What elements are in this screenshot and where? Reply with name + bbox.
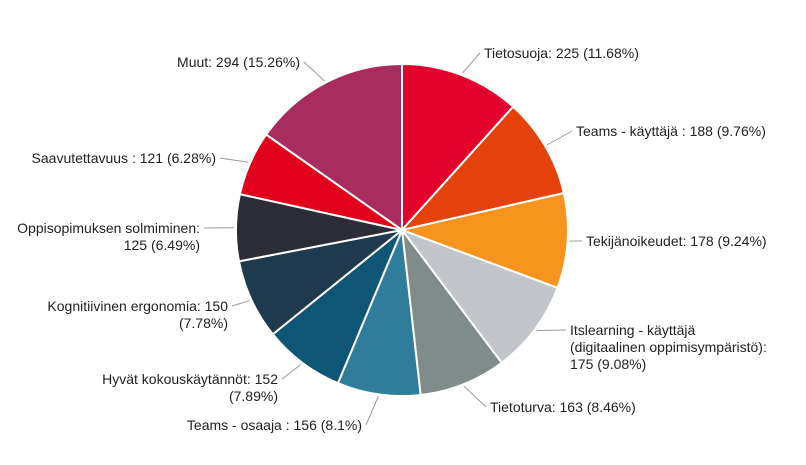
pie-slice xyxy=(399,105,566,232)
pie-slice xyxy=(264,62,403,232)
slice-labels: Tietosuoja: 225 (11.68%) Teams - käyttäjä… xyxy=(17,45,767,433)
leader-line xyxy=(461,52,481,74)
slice-label: Tekijänoikeudet: 178 (9.24%) xyxy=(586,233,767,249)
leader-line xyxy=(231,300,250,307)
slice-label: Saavutettavuus : 121 (6.28%) xyxy=(32,150,216,166)
slice-label: Muut: 294 (15.26%) xyxy=(177,54,300,70)
pie-slice xyxy=(398,191,569,290)
leader-line xyxy=(365,396,379,426)
slice-label: Itslearning - käyttäjä (digitaalinen oppi… xyxy=(570,322,767,372)
leader-line xyxy=(303,61,325,82)
slice-label: Tietoturva: 163 (8.46%) xyxy=(490,399,636,415)
leader-line xyxy=(536,329,567,331)
slice-label: Tietosuoja: 225 (11.68%) xyxy=(484,45,639,61)
slice-label: Kognitiivinen ergonomia: 150 (7.78%) xyxy=(47,298,228,331)
leader-line xyxy=(281,364,302,380)
pie-slice xyxy=(399,227,559,365)
leader-line xyxy=(219,157,249,163)
slice-label: Teams - käyttäjä : 188 (9.76%) xyxy=(576,123,766,139)
leader-lines xyxy=(203,52,583,426)
pie-slice xyxy=(400,226,504,397)
leader-line xyxy=(463,385,487,408)
slice-label: Teams - osaaja : 156 (8.1%) xyxy=(187,417,362,433)
pie-slice xyxy=(401,62,515,233)
pie-slices xyxy=(235,62,569,397)
slice-label: Oppisopimuksen solmiminen: 125 (6.49%) xyxy=(17,220,200,253)
leader-line xyxy=(546,130,573,146)
slice-label: Hyvät kokouskäytännöt: 152 (7.89%) xyxy=(102,371,278,404)
